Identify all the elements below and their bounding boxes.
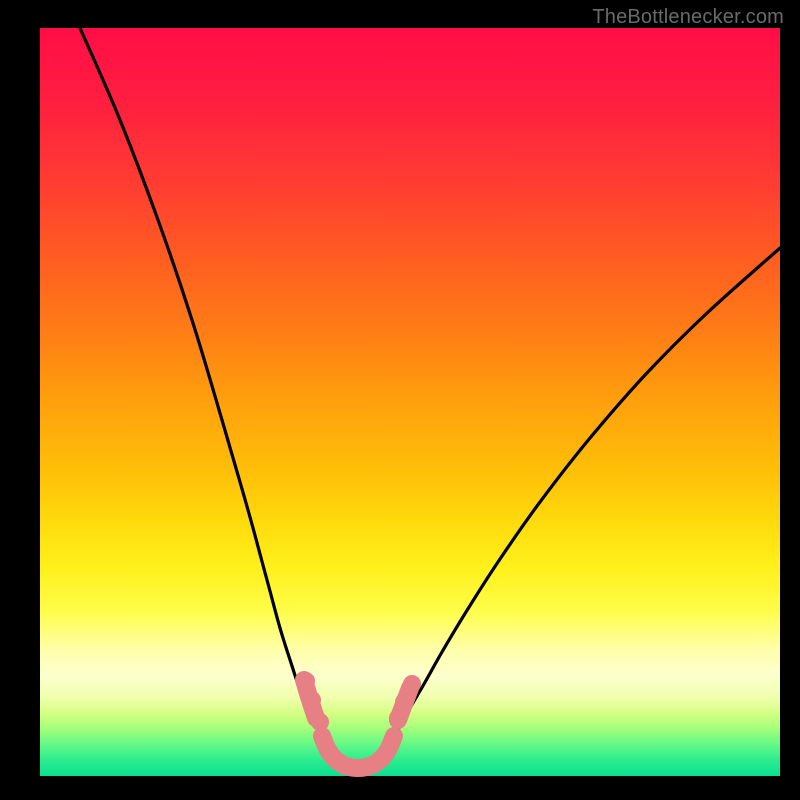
chart-svg: [0, 0, 800, 800]
chart-frame: TheBottlenecker.com: [0, 0, 800, 800]
pink-dot: [303, 691, 321, 709]
pink-dot: [395, 693, 413, 711]
pink-dot: [311, 713, 329, 731]
pink-strip-bottom: [322, 736, 394, 768]
pink-dot: [389, 709, 407, 727]
v-curve-right: [386, 248, 780, 750]
pink-dot: [297, 672, 315, 690]
v-curve-left: [80, 28, 330, 752]
pink-dot: [403, 675, 421, 693]
